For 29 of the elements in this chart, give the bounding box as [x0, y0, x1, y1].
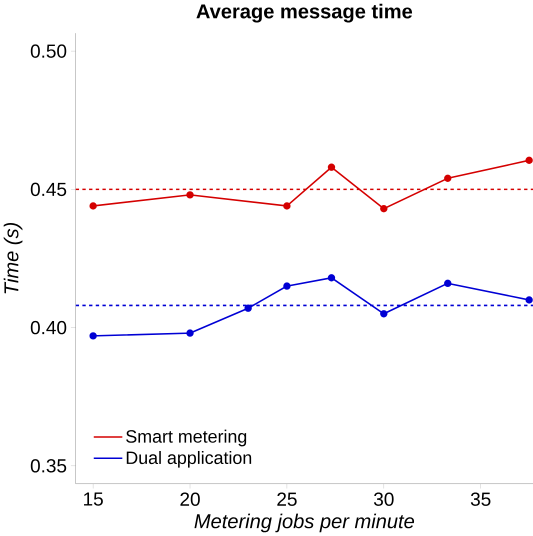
point [283, 202, 290, 210]
point [328, 274, 336, 282]
point [444, 174, 452, 182]
x-tick-label: 15 [84, 492, 103, 506]
y-tick-label: 0.35 [30, 459, 66, 473]
chart-title: Average message time [196, 4, 412, 23]
y-tick-label: 0.50 [30, 44, 66, 58]
point [186, 329, 194, 337]
y-tick-label: 0.45 [30, 182, 66, 196]
point [380, 310, 388, 318]
point [380, 205, 388, 212]
point [525, 296, 533, 304]
point [525, 156, 533, 164]
point [89, 202, 97, 210]
point [89, 332, 97, 340]
x-tick-label: 25 [277, 492, 297, 506]
x-tick-label: 20 [180, 492, 200, 506]
legend-label: Smart metering [126, 430, 246, 446]
point [244, 304, 252, 312]
point [444, 280, 452, 288]
point [186, 191, 194, 199]
point [328, 164, 336, 171]
x-tick-label: 35 [470, 492, 490, 506]
x-tick-label: 30 [374, 492, 394, 506]
legend-label: Dual application [126, 450, 252, 468]
point [283, 282, 290, 290]
y-tick-label: 0.40 [30, 320, 66, 334]
x-axis-title: Metering jobs per minute [194, 514, 414, 532]
y-axis-title: Time (s) [4, 222, 22, 294]
